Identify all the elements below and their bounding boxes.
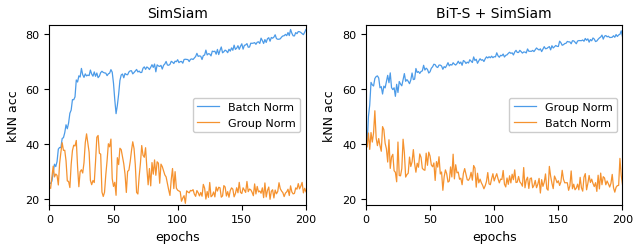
Group Norm bbox=[292, 187, 300, 190]
Line: Group Norm: Group Norm bbox=[367, 32, 623, 144]
Batch Norm bbox=[115, 94, 122, 96]
Group Norm bbox=[83, 133, 90, 136]
Batch Norm bbox=[600, 176, 607, 178]
Group Norm bbox=[57, 151, 65, 154]
Batch Norm bbox=[536, 192, 544, 195]
Group Norm bbox=[47, 187, 54, 190]
Group Norm bbox=[182, 202, 189, 205]
Group Norm bbox=[618, 30, 625, 33]
Batch Norm bbox=[57, 146, 65, 150]
Group Norm bbox=[411, 78, 419, 81]
Group Norm bbox=[379, 93, 387, 96]
Batch Norm bbox=[94, 77, 102, 80]
X-axis label: epochs: epochs bbox=[472, 230, 516, 243]
Group Norm bbox=[95, 152, 103, 155]
Batch Norm bbox=[380, 128, 388, 132]
Group Norm bbox=[302, 190, 310, 194]
Batch Norm bbox=[280, 35, 288, 38]
Group Norm bbox=[283, 190, 291, 194]
Batch Norm bbox=[433, 160, 440, 164]
Group Norm bbox=[116, 147, 124, 150]
Y-axis label: kNN acc: kNN acc bbox=[323, 90, 337, 141]
Y-axis label: kNN acc: kNN acc bbox=[7, 90, 20, 141]
Batch Norm bbox=[412, 171, 420, 174]
Batch Norm bbox=[47, 182, 54, 185]
Batch Norm bbox=[371, 110, 379, 113]
Batch Norm bbox=[62, 124, 70, 127]
Title: SimSiam: SimSiam bbox=[147, 7, 208, 21]
X-axis label: epochs: epochs bbox=[156, 230, 200, 243]
Batch Norm bbox=[302, 29, 310, 32]
Group Norm bbox=[374, 75, 381, 78]
Group Norm bbox=[619, 36, 627, 39]
Batch Norm bbox=[364, 146, 371, 149]
Line: Batch Norm: Batch Norm bbox=[367, 111, 623, 193]
Legend: Batch Norm, Group Norm: Batch Norm, Group Norm bbox=[193, 98, 300, 133]
Title: BiT-S + SimSiam: BiT-S + SimSiam bbox=[436, 7, 552, 21]
Group Norm bbox=[431, 64, 439, 67]
Group Norm bbox=[606, 37, 614, 40]
Batch Norm bbox=[609, 173, 616, 176]
Batch Norm bbox=[289, 35, 297, 38]
Batch Norm bbox=[375, 138, 383, 140]
Line: Batch Norm: Batch Norm bbox=[51, 30, 306, 184]
Legend: Group Norm, Batch Norm: Group Norm, Batch Norm bbox=[509, 98, 617, 133]
Line: Group Norm: Group Norm bbox=[51, 134, 306, 203]
Group Norm bbox=[597, 36, 605, 39]
Group Norm bbox=[364, 143, 371, 146]
Batch Norm bbox=[619, 183, 627, 186]
Group Norm bbox=[62, 160, 70, 162]
